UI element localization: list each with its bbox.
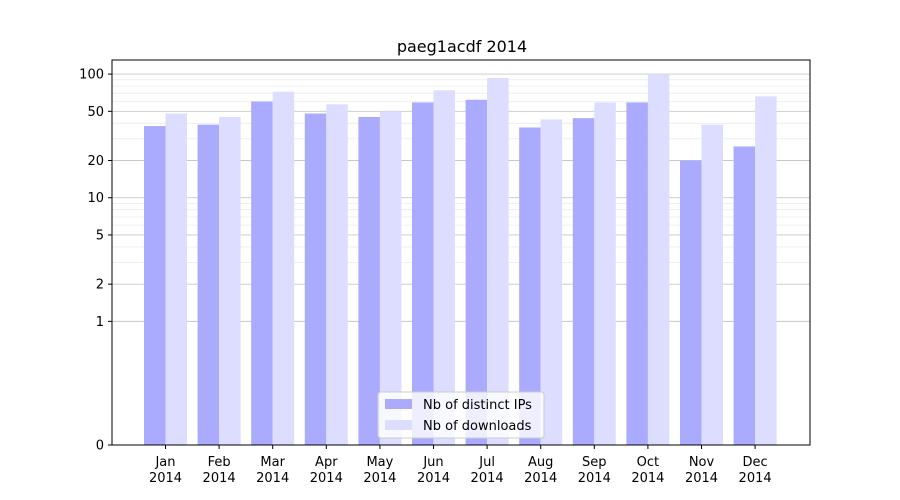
bar xyxy=(647,74,670,446)
bar xyxy=(144,126,166,445)
bar xyxy=(680,160,702,445)
bar xyxy=(272,91,295,445)
legend-label: Nb of downloads xyxy=(423,419,532,434)
bar xyxy=(412,102,434,445)
y-tick-label: 50 xyxy=(87,105,104,120)
bar xyxy=(433,90,455,445)
legend-swatch xyxy=(385,420,412,430)
y-tick-label: 100 xyxy=(79,68,104,83)
bar xyxy=(326,104,348,445)
x-tick-label: Feb 2014 xyxy=(203,455,236,486)
bar xyxy=(701,124,723,445)
chart-title: paeg1acdf 2014 xyxy=(397,37,527,56)
y-tick-label: 2 xyxy=(96,278,104,293)
x-tick-label: Aug 2014 xyxy=(524,455,557,486)
x-tick-label: Dec 2014 xyxy=(739,455,772,486)
bar xyxy=(465,99,488,445)
bar xyxy=(379,111,402,445)
x-tick-label: Nov 2014 xyxy=(685,455,718,486)
x-tick-label: May 2014 xyxy=(363,455,396,486)
y-tick-label: 0 xyxy=(96,439,104,454)
bar-layer xyxy=(144,74,777,446)
x-tick-label: Jul 2014 xyxy=(471,455,504,486)
bar xyxy=(358,116,380,445)
bar xyxy=(197,124,220,445)
bar xyxy=(755,96,777,445)
x-tick-label: Jan 2014 xyxy=(149,455,182,486)
bar xyxy=(540,119,563,445)
legend-box xyxy=(377,391,545,439)
legend-swatch xyxy=(385,399,412,409)
bar xyxy=(219,116,241,445)
bar xyxy=(165,113,187,446)
bar xyxy=(487,77,509,446)
bar xyxy=(572,118,595,446)
bar xyxy=(626,102,648,445)
plot-frame xyxy=(111,59,811,446)
bar xyxy=(304,113,327,446)
y-tick-label: 1 xyxy=(96,315,104,330)
x-tick-label: Sep 2014 xyxy=(578,455,611,486)
y-tick-label: 10 xyxy=(87,191,104,206)
bar xyxy=(594,102,616,445)
bar xyxy=(251,101,273,445)
x-tick-label: Jun 2014 xyxy=(417,455,450,486)
x-tick-label: Mar 2014 xyxy=(256,455,289,486)
legend: Nb of distinct IPs Nb of downloads xyxy=(377,391,545,439)
bar xyxy=(519,127,541,446)
x-tick-label: Apr 2014 xyxy=(310,455,343,486)
y-tick-label: 20 xyxy=(87,154,104,169)
x-tick-label: Oct 2014 xyxy=(631,455,664,486)
y-tick-label: 5 xyxy=(96,228,104,243)
axis-layer: 0 1 2 5 10 20 50 100 Jan 2014 Feb 2014 Mar 2014 Apr 201… xyxy=(79,59,811,486)
bar xyxy=(733,146,756,445)
legend-label: Nb of distinct IPs xyxy=(423,398,532,413)
